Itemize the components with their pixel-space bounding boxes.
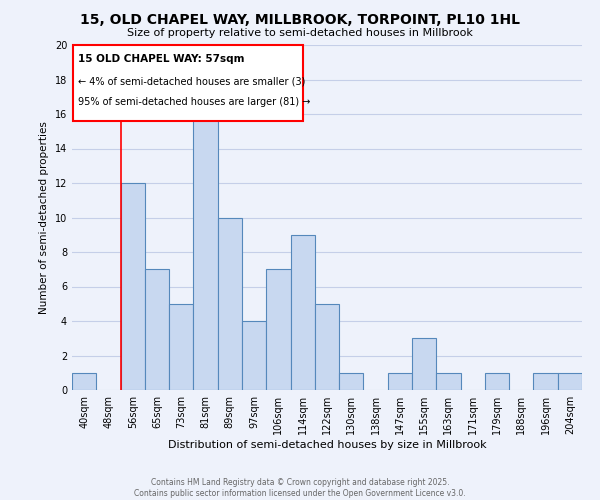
Bar xyxy=(242,321,266,390)
Bar xyxy=(266,269,290,390)
Bar xyxy=(290,235,315,390)
Bar xyxy=(121,183,145,390)
Y-axis label: Number of semi-detached properties: Number of semi-detached properties xyxy=(39,121,49,314)
Bar xyxy=(436,373,461,390)
Text: Contains HM Land Registry data © Crown copyright and database right 2025.
Contai: Contains HM Land Registry data © Crown c… xyxy=(134,478,466,498)
Bar xyxy=(533,373,558,390)
Bar xyxy=(72,373,96,390)
Bar xyxy=(193,97,218,390)
Bar xyxy=(315,304,339,390)
Bar xyxy=(339,373,364,390)
FancyBboxPatch shape xyxy=(73,45,303,121)
X-axis label: Distribution of semi-detached houses by size in Millbrook: Distribution of semi-detached houses by … xyxy=(167,440,487,450)
Bar xyxy=(485,373,509,390)
Bar xyxy=(169,304,193,390)
Bar xyxy=(145,269,169,390)
Text: 95% of semi-detached houses are larger (81) →: 95% of semi-detached houses are larger (… xyxy=(78,97,310,107)
Text: Size of property relative to semi-detached houses in Millbrook: Size of property relative to semi-detach… xyxy=(127,28,473,38)
Bar xyxy=(412,338,436,390)
Bar xyxy=(388,373,412,390)
Bar xyxy=(218,218,242,390)
Text: ← 4% of semi-detached houses are smaller (3): ← 4% of semi-detached houses are smaller… xyxy=(78,76,305,86)
Bar xyxy=(558,373,582,390)
Text: 15 OLD CHAPEL WAY: 57sqm: 15 OLD CHAPEL WAY: 57sqm xyxy=(78,54,245,64)
Text: 15, OLD CHAPEL WAY, MILLBROOK, TORPOINT, PL10 1HL: 15, OLD CHAPEL WAY, MILLBROOK, TORPOINT,… xyxy=(80,12,520,26)
